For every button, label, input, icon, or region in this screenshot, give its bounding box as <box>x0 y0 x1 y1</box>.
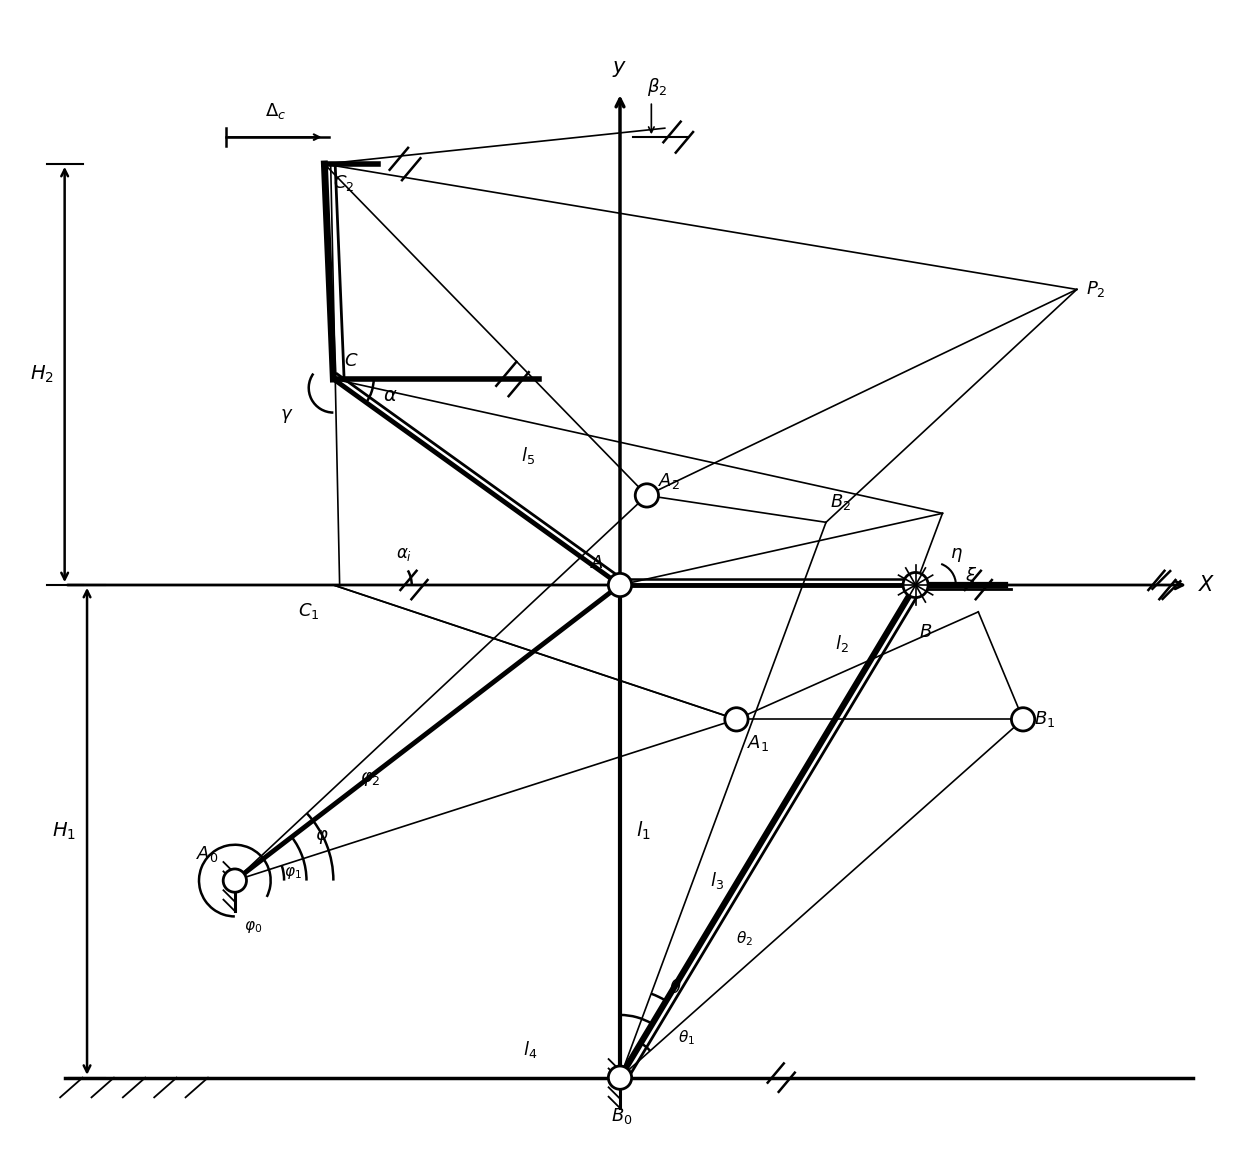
Circle shape <box>725 708 748 731</box>
Text: $P_2$: $P_2$ <box>1086 280 1105 300</box>
Text: $\alpha_i$: $\alpha_i$ <box>396 545 412 563</box>
Text: $C$: $C$ <box>345 352 358 370</box>
Text: $A_0$: $A_0$ <box>196 845 218 865</box>
Circle shape <box>635 483 658 507</box>
Text: $\theta$: $\theta$ <box>670 978 682 997</box>
Text: $\varphi_1$: $\varphi_1$ <box>284 865 301 881</box>
Text: $l_2$: $l_2$ <box>835 633 848 654</box>
Text: $l_4$: $l_4$ <box>523 1039 538 1060</box>
Text: $H_2$: $H_2$ <box>30 364 53 385</box>
Text: $A_1$: $A_1$ <box>748 732 769 752</box>
Text: $\gamma$: $\gamma$ <box>280 407 293 425</box>
Text: $A_2$: $A_2$ <box>657 472 680 491</box>
Circle shape <box>904 573 928 597</box>
Text: $l_5$: $l_5$ <box>522 445 536 466</box>
Text: $B_1$: $B_1$ <box>1034 709 1055 729</box>
Text: $\xi$: $\xi$ <box>965 564 977 586</box>
Text: $B_2$: $B_2$ <box>831 491 852 511</box>
Text: $B$: $B$ <box>919 622 932 641</box>
Text: $\eta$: $\eta$ <box>950 546 962 564</box>
Text: $l_1$: $l_1$ <box>636 820 651 842</box>
Text: $y$: $y$ <box>613 58 627 78</box>
Text: $\alpha$: $\alpha$ <box>383 386 397 405</box>
Circle shape <box>609 1066 631 1089</box>
Text: $C_1$: $C_1$ <box>299 601 320 621</box>
Text: $B_0$: $B_0$ <box>611 1107 632 1127</box>
Text: $\varphi_0$: $\varphi_0$ <box>244 918 262 935</box>
Circle shape <box>903 572 928 598</box>
Text: $\Delta_c$: $\Delta_c$ <box>264 101 285 121</box>
Text: $\varphi_2$: $\varphi_2$ <box>361 770 381 789</box>
Text: $C_2$: $C_2$ <box>334 173 355 193</box>
Text: $\beta_2$: $\beta_2$ <box>647 76 667 98</box>
Circle shape <box>609 573 631 597</box>
Text: $A$: $A$ <box>590 553 604 572</box>
Text: $l_3$: $l_3$ <box>709 870 723 892</box>
Text: $H_1$: $H_1$ <box>52 820 77 842</box>
Circle shape <box>223 869 247 893</box>
Text: $X$: $X$ <box>1198 574 1215 596</box>
Circle shape <box>1012 708 1034 731</box>
Text: $\varphi$: $\varphi$ <box>315 828 329 846</box>
Text: $\theta_1$: $\theta_1$ <box>678 1027 696 1046</box>
Text: $\theta_2$: $\theta_2$ <box>737 929 754 948</box>
